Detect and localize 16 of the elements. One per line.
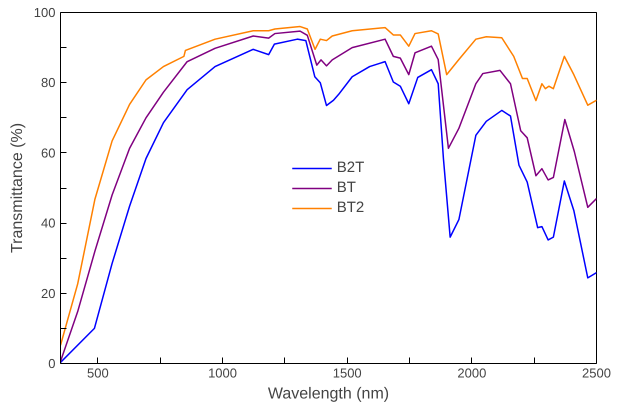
legend-label: BT2 <box>336 199 364 216</box>
y-tick-label: 0 <box>48 356 56 371</box>
x-tick-label: 2500 <box>582 366 611 380</box>
x-tick-label: 1000 <box>208 366 238 380</box>
legend-label: B2T <box>336 159 364 176</box>
y-axis-title: Transmittance (%) <box>8 122 26 254</box>
x-tick-label: 2000 <box>457 366 486 380</box>
x-axis-title: Wavelength (nm) <box>268 386 390 402</box>
legend-label: BT <box>336 179 357 196</box>
x-tick-label: 1500 <box>332 366 362 380</box>
y-tick-label: 80 <box>41 75 56 90</box>
y-tick-label: 40 <box>41 216 56 231</box>
x-tick-label: 500 <box>87 366 109 380</box>
y-tick-label: 100 <box>34 5 56 20</box>
y-tick-label: 20 <box>41 286 56 301</box>
y-tick-label: 60 <box>41 145 56 160</box>
